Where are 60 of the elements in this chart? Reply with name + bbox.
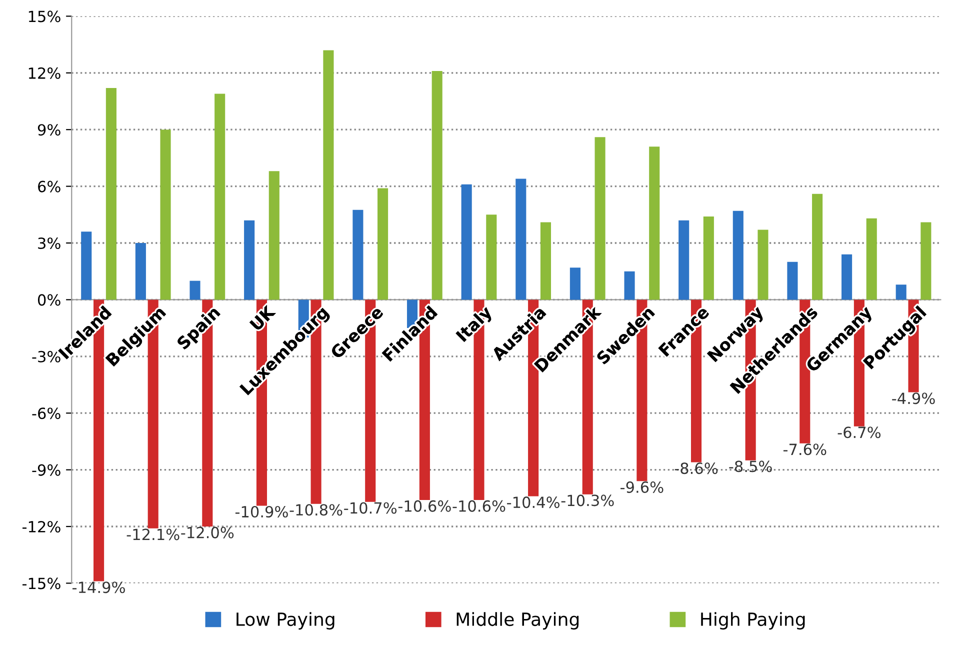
y-tick-label: 12% [28,67,60,79]
data-label: -12.1% [126,528,180,540]
data-label: -12.0% [181,526,234,538]
data-label: -10.7% [344,502,397,514]
y-tick-label: -15% [22,578,60,590]
bar [135,243,146,300]
bar [866,218,877,300]
bar [190,280,200,300]
bar [920,222,932,300]
bar [732,210,744,300]
bar [432,71,442,300]
bar [812,194,823,300]
legend-label: Low Paying [236,612,334,630]
legend-label: High Paying [701,612,805,630]
y-tick-label: 6% [38,180,60,192]
bar [516,178,526,300]
data-label: -10.9% [235,506,288,518]
bar [678,220,690,300]
bar [649,146,660,300]
bar [378,188,388,300]
y-tick-label: 3% [38,237,60,250]
data-label: -9.6% [620,481,664,493]
data-label: -10.6% [398,500,451,512]
bar [244,220,255,300]
data-label: -4.9% [892,392,935,404]
bar [594,137,606,300]
bar [787,262,798,300]
bar [352,210,364,300]
data-label: -14.9% [72,582,125,594]
bar [160,130,171,300]
bar [570,268,580,300]
bar [461,184,472,300]
bar [896,284,906,300]
y-tick-label: -9% [32,464,60,476]
bar [81,232,92,300]
bar [758,230,768,300]
bar [842,254,852,300]
data-label: -10.3% [561,494,614,506]
bar [540,222,551,300]
data-label: -10.4% [507,496,560,508]
bar [214,94,226,300]
bar [323,50,334,300]
data-label: -7.6% [783,444,826,456]
y-tick-label: 0% [38,294,60,306]
data-label: -6.7% [838,426,881,438]
data-label: -8.6% [674,462,718,474]
y-tick-label: -3% [32,350,60,362]
bar [486,214,497,300]
bar [624,271,635,300]
y-tick-label: -6% [32,408,60,420]
y-tick-label: 15% [28,10,60,22]
bar [106,88,116,300]
y-tick-label: 9% [38,124,60,136]
y-tick-label: -12% [22,520,60,533]
legend-label: Middle Paying [456,612,579,630]
bar [703,216,714,300]
bar [268,171,280,300]
data-label: -8.5% [729,460,772,472]
data-label: -10.6% [452,500,506,512]
data-label: -10.8% [290,504,342,516]
